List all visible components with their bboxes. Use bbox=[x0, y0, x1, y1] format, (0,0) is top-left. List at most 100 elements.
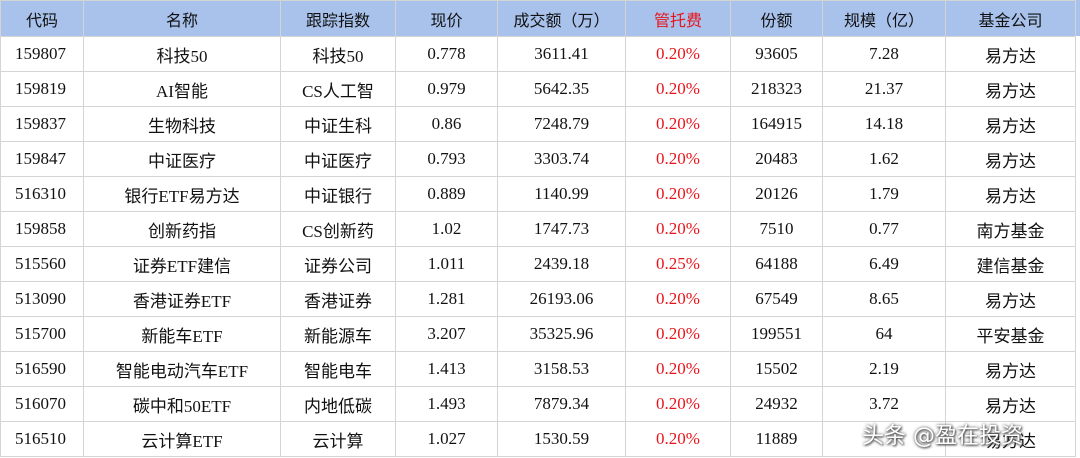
table-cell: 14.18 bbox=[822, 106, 946, 142]
table-cell: 2.19 bbox=[822, 351, 946, 387]
table-cell: 创新药指 bbox=[83, 211, 281, 247]
table-cell: 云计算ETF bbox=[83, 421, 281, 457]
table-body: 159807 科技50 科技50 0.778 3611.41 0.20% 93605 7.28… bbox=[0, 36, 1076, 457]
table-cell: 199551 bbox=[730, 316, 823, 352]
header-cell: 现价 bbox=[395, 0, 498, 37]
table-cell: 中证生科 bbox=[280, 106, 396, 142]
header-cell: 管托费 bbox=[625, 0, 731, 37]
table-row: 515560 证券ETF建信 证券公司 1.011 2439.18 0.25% 64188 6… bbox=[0, 246, 1076, 282]
table-cell: 香港证券ETF bbox=[83, 281, 281, 317]
table-cell: 新能源车 bbox=[280, 316, 396, 352]
table-row: 516590 智能电动汽车ETF 智能电车 1.413 3158.53 0.20% 1550… bbox=[0, 351, 1076, 387]
table-cell: 中证银行 bbox=[280, 176, 396, 212]
table-cell: 1.62 bbox=[822, 141, 946, 177]
table-cell: 智能电动汽车ETF bbox=[83, 351, 281, 387]
table-cell: 7879.34 bbox=[497, 386, 626, 422]
table-cell: 0.20% bbox=[625, 36, 731, 72]
table-cell: 易方达 bbox=[945, 106, 1076, 142]
table-cell: 生物科技 bbox=[83, 106, 281, 142]
table-row: 516310 银行ETF易方达 中证银行 0.889 1140.99 0.20% 20126… bbox=[0, 176, 1076, 212]
table-cell: 64188 bbox=[730, 246, 823, 282]
table-cell: 0.20% bbox=[625, 386, 731, 422]
table-cell: 64 bbox=[822, 316, 946, 352]
table-cell: 8.65 bbox=[822, 281, 946, 317]
table-row: 159847 中证医疗 中证医疗 0.793 3303.74 0.20% 20483 1.62… bbox=[0, 141, 1076, 177]
header-cell: 跟踪指数 bbox=[280, 0, 396, 37]
table-cell: 易方达 bbox=[945, 351, 1076, 387]
table-cell: CS人工智 bbox=[280, 71, 396, 107]
table-cell: 新能车ETF bbox=[83, 316, 281, 352]
table-cell: 1.02 bbox=[395, 211, 498, 247]
table-cell: 1140.99 bbox=[497, 176, 626, 212]
table-cell: 1747.73 bbox=[497, 211, 626, 247]
table-row: 516510 云计算ETF 云计算 1.027 1530.59 0.20% 11889 易方达 bbox=[0, 421, 1076, 457]
table-cell: 0.20% bbox=[625, 71, 731, 107]
table-cell: 易方达 bbox=[945, 71, 1076, 107]
table-cell: 3611.41 bbox=[497, 36, 626, 72]
table-cell: 0.20% bbox=[625, 316, 731, 352]
table-cell: 平安基金 bbox=[945, 316, 1076, 352]
table-row: 159837 生物科技 中证生科 0.86 7248.79 0.20% 164915 14.1… bbox=[0, 106, 1076, 142]
table-cell: 1.493 bbox=[395, 386, 498, 422]
table-cell: 5642.35 bbox=[497, 71, 626, 107]
table-cell: 易方达 bbox=[945, 421, 1076, 457]
table-cell: 7510 bbox=[730, 211, 823, 247]
table-cell: 26193.06 bbox=[497, 281, 626, 317]
table-cell: 15502 bbox=[730, 351, 823, 387]
table-cell: 0.20% bbox=[625, 106, 731, 142]
table-cell: 0.86 bbox=[395, 106, 498, 142]
table-cell: 2439.18 bbox=[497, 246, 626, 282]
table-cell: 0.77 bbox=[822, 211, 946, 247]
table-cell: 67549 bbox=[730, 281, 823, 317]
table-cell: 碳中和50ETF bbox=[83, 386, 281, 422]
table-cell: 易方达 bbox=[945, 176, 1076, 212]
table-cell: 南方基金 bbox=[945, 211, 1076, 247]
table-cell: 159847 bbox=[0, 141, 84, 177]
table-cell: 0.20% bbox=[625, 351, 731, 387]
table-cell: 1.79 bbox=[822, 176, 946, 212]
table-cell: 香港证券 bbox=[280, 281, 396, 317]
table-cell: 516510 bbox=[0, 421, 84, 457]
table-cell: 易方达 bbox=[945, 281, 1076, 317]
table-cell: 0.20% bbox=[625, 281, 731, 317]
table-cell: 中证医疗 bbox=[280, 141, 396, 177]
table-cell: CS创新药 bbox=[280, 211, 396, 247]
table-cell: 中证医疗 bbox=[83, 141, 281, 177]
table-cell bbox=[822, 421, 946, 457]
table-cell: 1.413 bbox=[395, 351, 498, 387]
table-cell: 3303.74 bbox=[497, 141, 626, 177]
table-cell: 易方达 bbox=[945, 386, 1076, 422]
table-cell: 159837 bbox=[0, 106, 84, 142]
table-cell: 35325.96 bbox=[497, 316, 626, 352]
table-cell: 易方达 bbox=[945, 141, 1076, 177]
table-cell: 3.207 bbox=[395, 316, 498, 352]
table-cell: 7248.79 bbox=[497, 106, 626, 142]
table-cell: 159807 bbox=[0, 36, 84, 72]
header-cell: 份额 bbox=[730, 0, 823, 37]
header-cell: 成交额（万） bbox=[497, 0, 626, 37]
table-row: 159807 科技50 科技50 0.778 3611.41 0.20% 93605 7.28… bbox=[0, 36, 1076, 72]
table-cell: 164915 bbox=[730, 106, 823, 142]
table-row: 159819 AI智能 CS人工智 0.979 5642.35 0.20% 218323 21… bbox=[0, 71, 1076, 107]
table-cell: 515700 bbox=[0, 316, 84, 352]
table-cell: 0.20% bbox=[625, 421, 731, 457]
table-cell: 20126 bbox=[730, 176, 823, 212]
header-row: 代码 名称 跟踪指数 现价 成交额（万） 管托费 份额 规模（亿） 基金公司 bbox=[0, 0, 1076, 37]
table-row: 513090 香港证券ETF 香港证券 1.281 26193.06 0.20% 67549… bbox=[0, 281, 1076, 317]
table-cell: 159819 bbox=[0, 71, 84, 107]
table-cell: 科技50 bbox=[280, 36, 396, 72]
table-cell: 证券ETF建信 bbox=[83, 246, 281, 282]
watermark: 头条 @盈在投资 bbox=[862, 424, 1023, 449]
table-cell: 建信基金 bbox=[945, 246, 1076, 282]
header-cell: 规模（亿） bbox=[822, 0, 946, 37]
table-cell: 0.20% bbox=[625, 141, 731, 177]
table-cell: 93605 bbox=[730, 36, 823, 72]
table-cell: 证券公司 bbox=[280, 246, 396, 282]
table-cell: 6.49 bbox=[822, 246, 946, 282]
table-cell: 24932 bbox=[730, 386, 823, 422]
table-cell: 159858 bbox=[0, 211, 84, 247]
header-filler bbox=[1075, 0, 1080, 36]
table-cell: AI智能 bbox=[83, 71, 281, 107]
